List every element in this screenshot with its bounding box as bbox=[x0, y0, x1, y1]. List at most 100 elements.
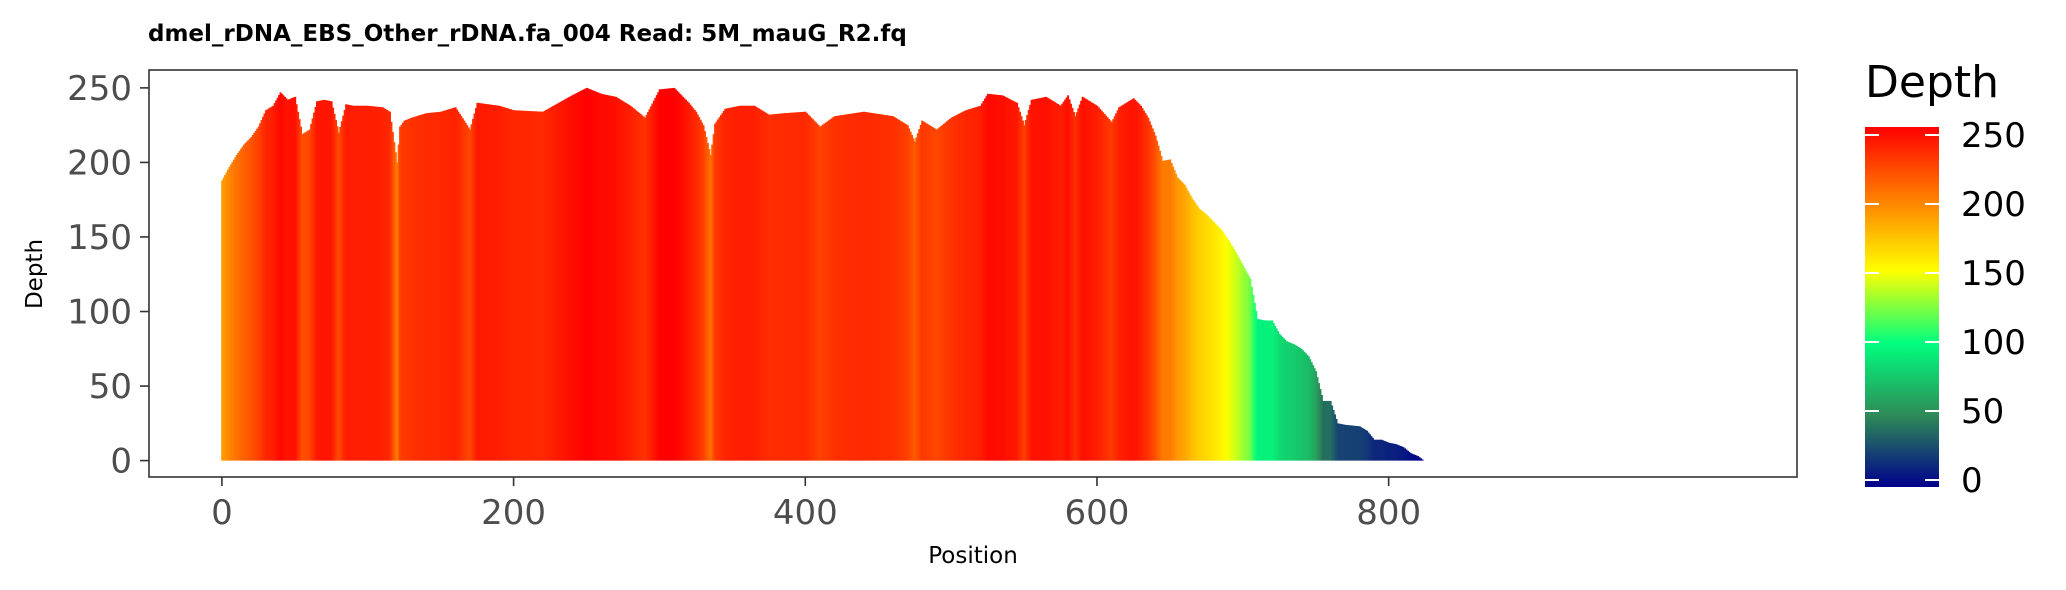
depth-bar bbox=[486, 104, 489, 461]
depth-bar bbox=[889, 115, 892, 461]
depth-bar bbox=[247, 140, 250, 461]
depth-bar bbox=[692, 108, 695, 461]
depth-bar bbox=[1418, 457, 1421, 461]
depth-bar bbox=[1326, 400, 1329, 461]
depth-bar bbox=[477, 103, 480, 461]
depth-bar bbox=[1236, 254, 1239, 461]
depth-bar bbox=[1255, 310, 1258, 461]
depth-bar bbox=[1293, 344, 1296, 461]
depth-bar bbox=[1304, 353, 1307, 461]
depth-bar bbox=[467, 127, 470, 461]
depth-bar bbox=[297, 111, 300, 461]
depth-bar bbox=[298, 119, 301, 461]
depth-bar bbox=[1266, 320, 1269, 461]
depth-bar bbox=[734, 106, 737, 461]
depth-bar bbox=[1227, 239, 1230, 461]
depth-bar bbox=[1067, 95, 1070, 461]
depth-bar bbox=[1083, 97, 1086, 461]
depth-bar bbox=[1156, 140, 1159, 461]
depth-bar bbox=[399, 126, 402, 461]
depth-bar bbox=[857, 112, 860, 461]
depth-bar bbox=[612, 96, 615, 461]
depth-bar bbox=[1288, 342, 1291, 461]
depth-bar bbox=[1103, 113, 1106, 461]
depth-bar bbox=[1246, 273, 1249, 461]
depth-bar bbox=[750, 105, 753, 461]
legend-ticks: 0 50 100 150 200 250 bbox=[1865, 116, 2026, 501]
depth-bar bbox=[1234, 251, 1237, 461]
depth-bar bbox=[762, 111, 765, 461]
depth-bar bbox=[935, 129, 938, 461]
depth-bar bbox=[540, 111, 543, 461]
depth-bar bbox=[288, 99, 291, 461]
depth-bar bbox=[817, 125, 820, 461]
depth-bar bbox=[1301, 350, 1304, 461]
depth-bar bbox=[572, 94, 575, 461]
depth-bar bbox=[1126, 101, 1129, 461]
depth-bar bbox=[743, 105, 746, 461]
depth-bar bbox=[680, 95, 683, 461]
depth-bar bbox=[1078, 104, 1081, 461]
depth-bar bbox=[1163, 160, 1166, 461]
depth-bar bbox=[666, 88, 669, 461]
depth-bar bbox=[520, 110, 523, 461]
depth-bar bbox=[736, 106, 739, 461]
depth-bar bbox=[1179, 180, 1182, 461]
depth-bar bbox=[913, 141, 916, 461]
depth-bar bbox=[222, 177, 225, 461]
depth-bar bbox=[1233, 249, 1236, 461]
depth-bar bbox=[1166, 160, 1169, 461]
depth-bar bbox=[1048, 98, 1051, 461]
depth-bar bbox=[383, 108, 386, 461]
depth-bar bbox=[690, 106, 693, 461]
depth-bar bbox=[1208, 217, 1211, 461]
depth-bar bbox=[623, 102, 626, 461]
depth-bar bbox=[1097, 107, 1100, 461]
depth-bar bbox=[1045, 96, 1048, 461]
y-tick-label: 250 bbox=[67, 69, 132, 109]
depth-bar bbox=[1296, 346, 1299, 461]
depth-bar bbox=[476, 102, 479, 461]
depth-bar bbox=[364, 105, 367, 461]
depth-bar bbox=[614, 96, 618, 461]
depth-bar bbox=[273, 103, 276, 461]
depth-bar bbox=[1096, 105, 1099, 461]
depth-bar bbox=[543, 110, 546, 461]
legend-color-bar bbox=[1865, 127, 1939, 487]
depth-bar bbox=[1357, 426, 1360, 461]
depth-bar bbox=[915, 137, 918, 461]
depth-bar bbox=[960, 112, 963, 461]
depth-bar bbox=[1331, 405, 1334, 461]
depth-bar bbox=[507, 108, 510, 461]
depth-bar bbox=[547, 108, 550, 461]
depth-bar bbox=[311, 118, 314, 461]
depth-bar bbox=[706, 143, 709, 461]
color-legend: Depth 0 50 100 150 200 250 bbox=[1865, 57, 2026, 501]
depth-bar bbox=[544, 110, 548, 461]
depth-bar bbox=[986, 93, 989, 461]
depth-bar bbox=[655, 95, 658, 461]
depth-bar bbox=[836, 115, 839, 461]
depth-bar bbox=[880, 114, 883, 461]
depth-bar bbox=[1160, 155, 1163, 461]
depth-bar bbox=[508, 108, 511, 461]
depth-bar bbox=[1319, 389, 1322, 461]
depth-bar bbox=[362, 105, 365, 461]
depth-bar bbox=[253, 132, 256, 461]
depth-bar bbox=[224, 174, 227, 461]
x-tick-label: 0 bbox=[211, 493, 233, 533]
depth-bar bbox=[807, 114, 810, 461]
depth-bar bbox=[626, 103, 629, 461]
depth-bar bbox=[568, 96, 571, 461]
depth-bar bbox=[291, 98, 294, 461]
depth-bar bbox=[1074, 116, 1077, 461]
depth-bar bbox=[1376, 439, 1379, 461]
depth-bar bbox=[1053, 102, 1056, 461]
depth-bar bbox=[1220, 229, 1223, 461]
depth-bar bbox=[270, 106, 273, 461]
depth-bar bbox=[1147, 117, 1150, 461]
depth-bar bbox=[264, 110, 267, 461]
depth-bar bbox=[1386, 442, 1389, 461]
depth-bar bbox=[527, 111, 530, 461]
depth-bar bbox=[254, 130, 257, 461]
